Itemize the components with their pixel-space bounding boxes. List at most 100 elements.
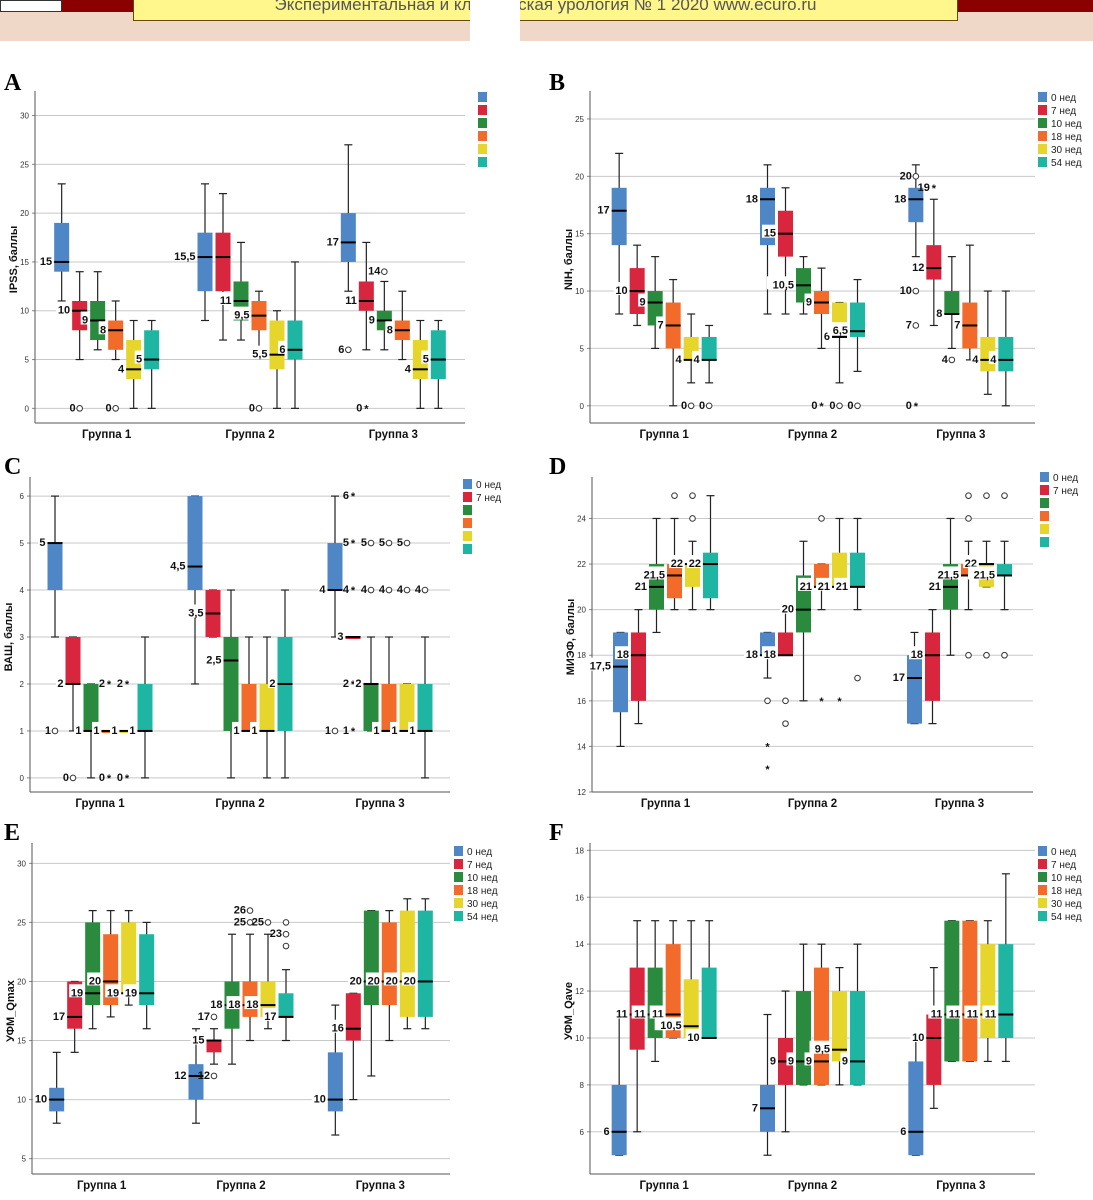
legend-label: 0 нед xyxy=(476,480,501,491)
median-label-bg xyxy=(69,984,85,998)
y-tick-label: 16 xyxy=(575,893,584,902)
box-7-нед: 3*6*5*4*2*1 xyxy=(336,490,361,738)
outlier-label: 0 xyxy=(249,402,255,414)
box-iqr xyxy=(908,187,924,223)
median-label: 17 xyxy=(327,236,339,248)
box-iqr xyxy=(381,683,397,731)
y-tick-label: 20 xyxy=(20,209,29,218)
median-label-bg xyxy=(927,577,942,591)
outlier-label: 0 xyxy=(847,400,853,412)
header-gap xyxy=(470,0,520,41)
y-tick-label: 14 xyxy=(575,940,584,949)
box-iqr xyxy=(685,564,700,587)
median-label-bg xyxy=(165,557,187,571)
y-axis-title: УФМ_Qmax xyxy=(5,979,17,1042)
box-iqr xyxy=(137,683,153,731)
box-54-нед: 5 xyxy=(421,319,446,409)
outlier-label: 0 xyxy=(356,402,362,414)
y-tick-label: 25 xyxy=(575,115,584,124)
legend-swatch xyxy=(1038,885,1047,895)
median-label: 4 xyxy=(694,354,701,366)
outlier-circle xyxy=(210,1013,218,1021)
box-0-нед: 18 20 10 7 *0 xyxy=(892,164,924,413)
legend-swatch xyxy=(478,92,487,102)
x-category-label: Группа 1 xyxy=(77,1180,127,1192)
y-tick-label: 5 xyxy=(25,356,30,365)
outlier-circle xyxy=(689,492,696,499)
median-label: 1 xyxy=(129,725,135,737)
median-label-bg xyxy=(827,322,849,336)
median-label: 18 xyxy=(617,649,629,661)
median-label-bg xyxy=(347,972,363,986)
box-iqr xyxy=(287,320,303,360)
median-label-bg xyxy=(74,721,83,735)
median-label-bg xyxy=(51,1007,67,1021)
median-label: 2 xyxy=(355,678,361,690)
median-label-bg xyxy=(602,1122,611,1136)
y-axis-title: МИЭФ, баллы xyxy=(565,599,577,676)
legend: 0 нед 7 нед xyxy=(1040,472,1093,553)
y-tick-label: 5 xyxy=(22,1155,27,1164)
outlier-circle xyxy=(421,586,429,594)
outlier-label: 4 xyxy=(415,584,422,596)
legend-swatch xyxy=(1038,118,1047,128)
outlier-label: 4 xyxy=(397,584,404,596)
median-label-bg xyxy=(116,360,126,374)
median-label: 4,5 xyxy=(170,561,185,573)
box-54-нед: 5 xyxy=(134,319,160,409)
panel-letter: E xyxy=(4,820,20,846)
median-label-bg xyxy=(780,600,795,614)
median-label: 18 xyxy=(911,649,923,661)
outlier-label: 25 xyxy=(252,916,264,928)
median-label: 16 xyxy=(332,1023,344,1035)
box-30-нед: 19 xyxy=(105,910,137,1006)
median-label-bg xyxy=(767,276,795,290)
outlier-circle xyxy=(912,173,920,180)
outlier-label: 6 xyxy=(338,344,344,356)
median-label: 20 xyxy=(782,604,794,616)
box-54-нед: 14 xyxy=(408,584,433,779)
median-label-bg xyxy=(633,577,648,591)
median-label-bg xyxy=(128,721,137,735)
median-label-bg xyxy=(183,604,205,618)
outlier-star: * xyxy=(819,401,824,413)
panel-letter: F xyxy=(549,820,564,846)
outlier-label: 0 xyxy=(906,400,912,412)
median-label-bg xyxy=(982,1005,998,1019)
median-label-bg xyxy=(372,721,381,735)
outlier-label: 23 xyxy=(270,928,282,940)
median-label-bg xyxy=(654,1017,683,1031)
median-label: 20 xyxy=(350,975,362,987)
median-label: 22 xyxy=(689,558,701,570)
outlier-label: 20 xyxy=(900,170,912,182)
median-label: 9 xyxy=(788,1055,794,1067)
y-tick-label: 6 xyxy=(580,1128,585,1137)
outlier-circle xyxy=(367,586,375,594)
box-iqr xyxy=(926,245,942,280)
box-iqr xyxy=(703,552,718,599)
outlier-circle xyxy=(912,287,920,295)
median-label: 8 xyxy=(936,308,942,320)
median-label: 11 xyxy=(634,1009,646,1021)
outlier-star: * xyxy=(107,773,112,785)
outlier-label: 5 xyxy=(397,537,403,549)
legend-swatch xyxy=(463,505,472,515)
x-category-label: Группа 2 xyxy=(216,1180,265,1192)
box-7-нед: 18 xyxy=(615,609,646,725)
median-label: 11 xyxy=(967,1009,979,1021)
legend-swatch xyxy=(478,118,487,128)
y-tick-label: 5 xyxy=(580,344,585,353)
box-18-нед: 9 *0 xyxy=(804,267,829,413)
outlier-circle xyxy=(948,356,956,364)
legend: 0 нед 7 нед 10 нед 18 нед 30 нед 54 нед xyxy=(454,846,498,923)
median-label-bg xyxy=(685,1028,701,1042)
median-label: 10 xyxy=(912,1032,924,1044)
outlier-star: * xyxy=(351,726,356,738)
median-label-bg xyxy=(56,674,65,688)
outlier-circle xyxy=(965,515,972,522)
y-tick-label: 8 xyxy=(580,1081,585,1090)
median-label: 7 xyxy=(658,319,664,331)
